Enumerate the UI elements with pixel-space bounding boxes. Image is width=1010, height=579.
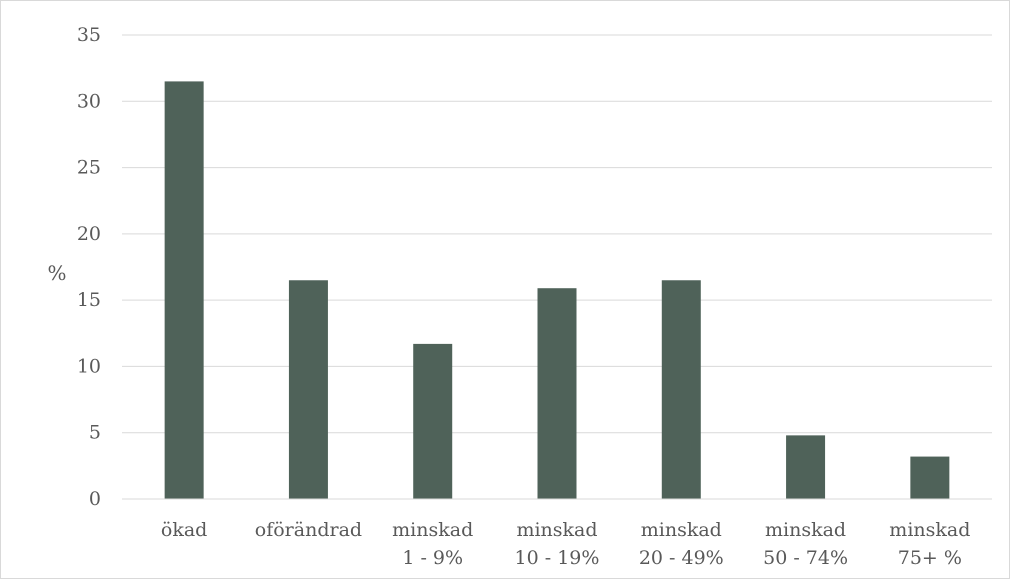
bar bbox=[910, 456, 950, 499]
x-tick-label: minskad 50 - 74% bbox=[763, 519, 848, 569]
y-tick-label: 30 bbox=[77, 90, 101, 112]
y-tick-label: 0 bbox=[89, 488, 101, 510]
x-tick-label: minskad 1 - 9% bbox=[392, 519, 473, 569]
bar bbox=[537, 288, 577, 499]
x-tick-label: minskad 10 - 19% bbox=[515, 519, 600, 569]
x-tick-label: oförändrad bbox=[255, 519, 362, 541]
y-tick-label: 20 bbox=[77, 223, 101, 245]
bar bbox=[164, 81, 204, 500]
bar bbox=[288, 280, 328, 499]
x-tick-label: ökad bbox=[161, 519, 207, 541]
x-tick-label: minskad 20 - 49% bbox=[639, 519, 724, 569]
x-tick-labels: ökad oförändrad minskad 1 - 9% minskad 10 - 1… bbox=[161, 519, 970, 569]
x-tick-label: minskad 75+ % bbox=[889, 519, 970, 569]
bars bbox=[164, 81, 950, 500]
y-tick-label: 15 bbox=[77, 289, 101, 311]
y-tick-label: 25 bbox=[77, 157, 101, 179]
gridlines bbox=[122, 34, 992, 434]
bar bbox=[661, 280, 701, 499]
y-tick-label: 5 bbox=[89, 422, 101, 444]
y-tick-label: 10 bbox=[77, 355, 101, 377]
y-tick-label: 35 bbox=[77, 24, 101, 46]
y-tick-labels: 0 5 10 15 20 25 30 35 bbox=[77, 24, 101, 510]
bar bbox=[786, 435, 826, 499]
y-axis-title: % bbox=[47, 261, 66, 285]
bar bbox=[413, 343, 453, 499]
